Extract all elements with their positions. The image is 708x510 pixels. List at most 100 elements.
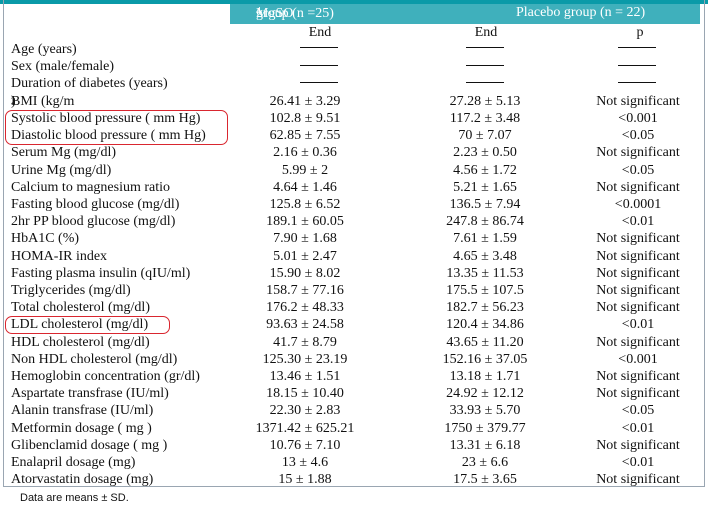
cell-p: Not significant — [596, 94, 680, 109]
cell-mgso4: 176.2 ± 48.33 — [266, 300, 344, 316]
row-label: HbA1C (%) — [11, 231, 80, 247]
table-row: Glibenclamid dosage ( mg ) 10.76 ± 7.10 13… — [0, 437, 708, 454]
cell-mgso4: 15 ± 1.88 — [278, 472, 332, 488]
cell-mgso4: 4.64 ± 1.46 — [273, 179, 337, 195]
empty-value-dash — [618, 47, 656, 48]
cell-p: Not significant — [596, 369, 680, 384]
cell-placebo: 13.18 ± 1.71 — [449, 369, 521, 384]
cell-p: Not significant — [596, 386, 680, 402]
empty-value-dash — [466, 65, 504, 66]
cell-placebo: 23 ± 6.6 — [461, 455, 509, 470]
cell-placebo: 4.56 ± 1.72 — [453, 162, 517, 178]
cell-mgso4: 1371.42 ± 625.21 — [255, 420, 355, 436]
cell-placebo: 5.21 ± 1.65 — [453, 179, 517, 195]
table-row: Duration of diabetes (years) — [0, 75, 708, 92]
cell-placebo: 13.35 ± 11.53 — [446, 265, 524, 281]
table-row: 2hr PP blood glucose (mg/dl) 189.1 ± 60.0… — [0, 213, 708, 230]
empty-value-dash — [618, 65, 656, 66]
cell-placebo: 7.61 ± 1.59 — [453, 231, 517, 247]
table-row: Atorvastatin dosage (mg) 15 ± 1.88 17.5 ± … — [0, 471, 708, 488]
table-row: Serum Mg (mg/dl) 2.16 ± 0.36 2.23 ± 0.50 No… — [0, 144, 708, 161]
row-label: 2hr PP blood glucose (mg/dl) — [11, 214, 176, 230]
cell-mgso4: 13.46 ± 1.51 — [269, 369, 341, 384]
cell-p: <0.01 — [621, 455, 655, 470]
cell-placebo: 2.23 ± 0.50 — [453, 145, 517, 161]
ldl-highlight-oval — [5, 316, 170, 334]
table-row: Fasting plasma insulin (qIU/ml) 15.90 ± 8… — [0, 265, 708, 282]
col-end-placebo: End — [474, 25, 498, 40]
row-label: Total cholesterol (mg/dl) — [11, 300, 150, 316]
table-row: LDL cholesterol (mg/dl) 93.63 ± 24.58 120.… — [0, 316, 708, 333]
row-label: Alanin transfrase (IU/ml) — [11, 403, 154, 419]
table-row: Hemoglobin concentration (gr/dl) 13.46 ± … — [0, 368, 708, 385]
cell-placebo: 33.93 ± 5.70 — [449, 403, 521, 419]
cell-p: Not significant — [596, 334, 680, 350]
cell-placebo: 247.8 ± 86.74 — [446, 214, 524, 230]
cell-mgso4: 5.01 ± 2.47 — [273, 248, 337, 264]
cell-placebo: 175.5 ± 107.5 — [446, 283, 524, 298]
row-label: Calcium to magnesium ratio — [11, 179, 171, 195]
group-header-bar: MgSO 4 group (n =25) Placebo group (n = 2… — [230, 4, 700, 24]
cell-placebo: 117.2 ± 3.48 — [449, 111, 521, 126]
cell-mgso4: 13 ± 4.6 — [281, 455, 329, 470]
cell-p: <0.0001 — [614, 197, 662, 212]
cell-p: Not significant — [596, 437, 680, 453]
cell-mgso4: 2.16 ± 0.36 — [273, 145, 337, 161]
row-label: LDL cholesterol (mg/dl) — [11, 317, 149, 333]
cell-p: <0.05 — [621, 403, 655, 419]
cell-mgso4: 7.90 ± 1.68 — [273, 231, 337, 247]
table-row: Age (years) — [0, 41, 708, 58]
placebo-group-header: Placebo group (n = 22) — [516, 5, 646, 20]
row-label: Hemoglobin concentration (gr/dl) — [11, 369, 200, 384]
row-label: HOMA-IR index — [11, 248, 108, 264]
cell-placebo: 43.65 ± 11.20 — [446, 334, 524, 350]
cell-p: Not significant — [596, 145, 680, 161]
cell-placebo: 24.92 ± 12.12 — [446, 386, 524, 402]
empty-value-dash — [300, 65, 338, 66]
cell-p: <0.05 — [621, 162, 655, 178]
table-row: Triglycerides (mg/dl) 158.7 ± 77.16 175.5 … — [0, 282, 708, 299]
table-row: HDL cholesterol (mg/dl) 41.7 ± 8.79 43.65 … — [0, 334, 708, 351]
table-row-bmi: BMI (kg/m 2) 26.41 ± 3.29 27.28 ± 5.13 No… — [0, 93, 708, 110]
cell-placebo: 13.31 ± 6.18 — [449, 437, 521, 453]
cell-placebo: 17.5 ± 3.65 — [453, 472, 517, 488]
table-row: Total cholesterol (mg/dl) 176.2 ± 48.33 18… — [0, 299, 708, 316]
cell-mgso4: 15.90 ± 8.02 — [269, 265, 341, 281]
col-p: p — [636, 25, 644, 40]
cell-mgso4: 41.7 ± 8.79 — [273, 334, 337, 350]
cell-p: <0.01 — [621, 420, 655, 436]
table-row: Systolic blood pressure ( mm Hg) 102.8 ± … — [0, 110, 708, 127]
cell-mgso4: 158.7 ± 77.16 — [266, 283, 344, 298]
cell-p: Not significant — [596, 248, 680, 264]
bp-highlight-oval — [5, 110, 228, 145]
table-row: HOMA-IR index 5.01 ± 2.47 4.65 ± 3.48 Not s… — [0, 248, 708, 265]
row-label: Non HDL cholesterol (mg/dl) — [11, 351, 178, 367]
row-label: Aspartate transfrase (IU/ml) — [11, 386, 169, 402]
cell-mgso4: 125.8 ± 6.52 — [269, 197, 341, 212]
table-row: Non HDL cholesterol (mg/dl) 125.30 ± 23.1… — [0, 351, 708, 368]
cell-p: Not significant — [596, 179, 680, 195]
cell-mgso4: 5.99 ± 2 — [281, 162, 329, 178]
row-label: Serum Mg (mg/dl) — [11, 145, 116, 161]
table-row: Alanin transfrase (IU/ml) 22.30 ± 2.83 33.… — [0, 402, 708, 419]
cell-p: Not significant — [596, 283, 680, 298]
cell-p: <0.01 — [621, 214, 655, 230]
row-label: Urine Mg (mg/dl) — [11, 162, 112, 178]
table-row: Diastolic blood pressure ( mm Hg) 62.85 ±… — [0, 127, 708, 144]
cell-mgso4: 26.41 ± 3.29 — [269, 94, 341, 109]
row-label: Duration of diabetes (years) — [11, 76, 168, 91]
cell-p: Not significant — [596, 231, 680, 247]
cell-p: <0.01 — [621, 317, 655, 333]
col-end-mgso4: End — [308, 25, 332, 40]
cell-mgso4: 62.85 ± 7.55 — [269, 128, 341, 144]
cell-placebo: 120.4 ± 34.86 — [446, 317, 524, 333]
table-row: Sex (male/female) — [0, 58, 708, 75]
cell-p: <0.001 — [618, 351, 658, 367]
cell-placebo: 182.7 ± 56.23 — [446, 300, 524, 316]
row-label: Atorvastatin dosage (mg) — [11, 472, 154, 488]
row-label: Age (years) — [11, 42, 77, 57]
cell-mgso4: 102.8 ± 9.51 — [269, 111, 341, 126]
footnote: Data are means ± SD. — [20, 492, 129, 504]
cell-mgso4: 18.15 ± 10.40 — [266, 386, 344, 402]
cell-mgso4: 10.76 ± 7.10 — [269, 437, 341, 453]
